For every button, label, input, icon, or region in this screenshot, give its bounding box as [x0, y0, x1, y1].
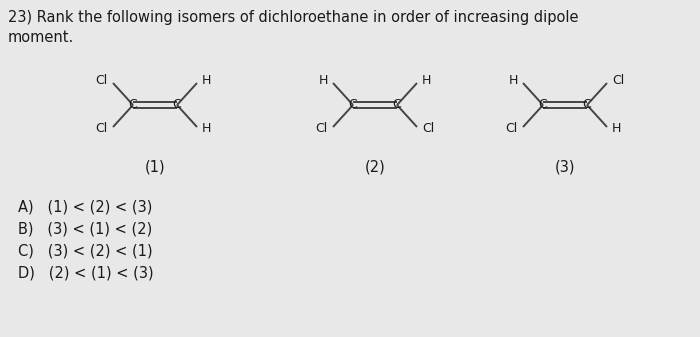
Text: C: C	[538, 98, 547, 112]
Text: C: C	[349, 98, 358, 112]
Text: Cl: Cl	[96, 123, 108, 135]
Text: 23) Rank the following isomers of dichloroethane in order of increasing dipole: 23) Rank the following isomers of dichlo…	[8, 10, 578, 25]
Text: Cl: Cl	[612, 74, 624, 88]
Text: H: H	[202, 74, 211, 88]
Text: D)   (2) < (1) < (3): D) (2) < (1) < (3)	[18, 266, 153, 281]
Text: Cl: Cl	[422, 123, 434, 135]
Text: H: H	[612, 123, 622, 135]
Text: (2): (2)	[365, 160, 386, 175]
Text: C)   (3) < (2) < (1): C) (3) < (2) < (1)	[18, 244, 153, 259]
Text: C: C	[582, 98, 592, 112]
Text: C: C	[173, 98, 181, 112]
Text: H: H	[202, 123, 211, 135]
Text: A)   (1) < (2) < (3): A) (1) < (2) < (3)	[18, 200, 153, 215]
Text: (1): (1)	[145, 160, 165, 175]
Text: Cl: Cl	[96, 74, 108, 88]
Text: (3): (3)	[554, 160, 575, 175]
Text: H: H	[422, 74, 431, 88]
Text: Cl: Cl	[505, 123, 518, 135]
Text: C: C	[393, 98, 401, 112]
Text: moment.: moment.	[8, 30, 74, 45]
Text: H: H	[509, 74, 518, 88]
Text: H: H	[318, 74, 328, 88]
Text: C: C	[129, 98, 137, 112]
Text: B)   (3) < (1) < (2): B) (3) < (1) < (2)	[18, 222, 153, 237]
Text: Cl: Cl	[316, 123, 328, 135]
